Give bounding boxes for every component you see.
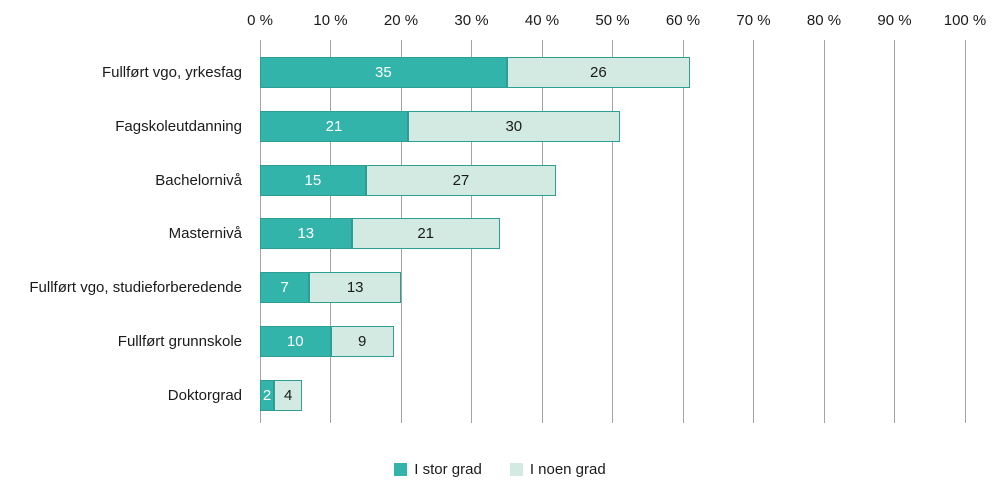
legend-item: I stor grad: [394, 461, 482, 478]
x-axis-tick-label: 30 %: [454, 12, 489, 29]
legend-label: I stor grad: [414, 461, 482, 478]
category-label: Bachelornivå: [155, 172, 242, 189]
category-label: Fullført grunnskole: [117, 333, 242, 350]
bar-segment-stor-grad: 7: [260, 272, 310, 303]
x-axis-tick-label: 10 %: [313, 12, 348, 29]
bar-segment-stor-grad: 13: [260, 218, 352, 249]
bar-segment-stor-grad: 10: [260, 326, 331, 357]
x-axis-tick-label: 80 %: [806, 12, 842, 29]
legend-swatch: [509, 463, 523, 476]
bar-segment-noen-grad: 21: [351, 218, 500, 249]
x-axis-tick-label: 40 %: [524, 12, 560, 29]
bar-segment-stor-grad: 2: [260, 380, 275, 411]
bar-segment-stor-grad: 21: [260, 111, 409, 142]
bar-segment-noen-grad: 26: [506, 57, 691, 88]
bar-segment-noen-grad: 13: [309, 272, 401, 303]
category-label: Masternivå: [168, 225, 242, 242]
x-axis-tick-label: 90 %: [877, 12, 912, 29]
bar-segment-stor-grad: 15: [260, 165, 366, 196]
category-label: Fagskoleutdanning: [115, 118, 242, 135]
gridline: [823, 40, 825, 423]
bar-segment-noen-grad: 9: [330, 326, 394, 357]
gridline: [964, 40, 966, 423]
gridline: [753, 40, 754, 423]
bar-segment-stor-grad: 35: [260, 57, 507, 88]
gridline: [682, 40, 684, 423]
x-axis-tick-label: 70 %: [736, 12, 771, 29]
x-axis-tick-label: 0 %: [247, 12, 273, 29]
legend-item: I noen grad: [509, 461, 606, 478]
category-label: Fullført vgo, studieforberedende: [29, 279, 242, 296]
legend: I stor grad I noen grad: [0, 461, 1000, 478]
legend-swatch: [394, 463, 408, 476]
bar-segment-noen-grad: 4: [274, 380, 303, 411]
x-axis-tick-label: 20 %: [383, 12, 419, 29]
category-label: Doktorgrad: [167, 387, 242, 404]
gridline: [612, 40, 613, 423]
bar-segment-noen-grad: 27: [365, 165, 557, 196]
x-axis-tick-label: 60 %: [665, 12, 701, 29]
gridline: [541, 40, 543, 423]
category-label: Fullført vgo, yrkesfag: [101, 64, 242, 81]
bar-segment-noen-grad: 30: [408, 111, 620, 142]
x-axis-tick-label: 100 %: [943, 12, 987, 29]
x-axis-tick-label: 50 %: [595, 12, 630, 29]
gridline: [894, 40, 895, 423]
legend-label: I noen grad: [529, 461, 606, 478]
